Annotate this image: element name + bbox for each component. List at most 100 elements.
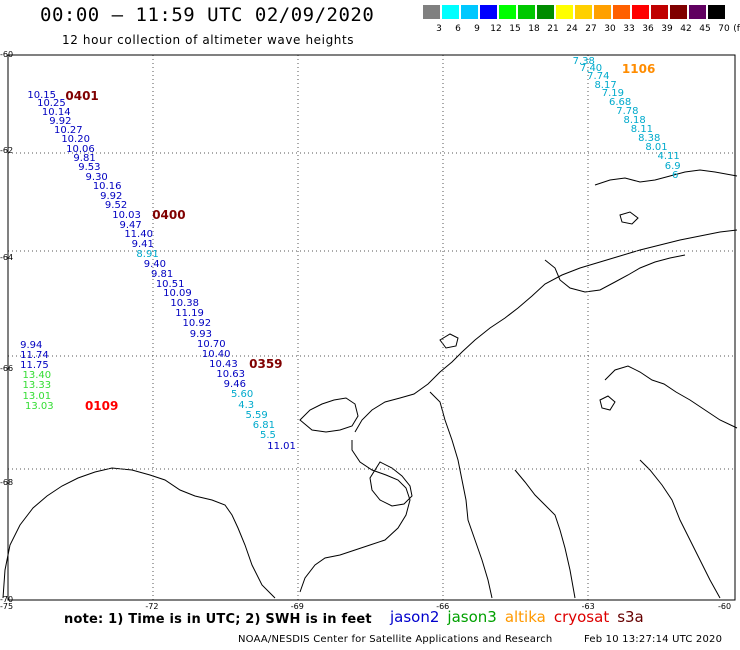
wave-height-value: 10.63 [216,369,246,381]
footer-note: note: 1) Time is in UTC; 2) SWH is in fe… [64,612,372,627]
page-title: 00:00 – 11:59 UTC 02/09/2020 [40,4,375,26]
wave-height-value: 8.11 [630,123,654,135]
wave-height-value: 10.14 [41,107,71,119]
longitude-label: -69 [290,602,304,611]
credit-text: NOAA/NESDIS Center for Satellite Applica… [238,634,553,645]
wave-height-value: 9.41 [131,239,154,251]
pass-time-label: 0109 [84,398,119,413]
wave-height-value: 11.75 [20,360,49,371]
wave-height-value: 11.40 [124,229,153,241]
color-swatch [670,5,687,19]
wave-height-value: 8.17 [594,79,617,91]
wave-height-value: 6.9 [664,160,681,172]
satellite-legend-s3a: s3a [617,608,644,626]
wave-height-value: 10.25 [37,98,66,110]
wave-height-value: 9.81 [150,268,174,280]
latitude-label: -70 [0,595,14,604]
color-swatch [461,5,478,19]
wave-height-value: 10.03 [112,209,141,221]
longitude-label: -66 [436,602,450,611]
wave-height-value: 11.74 [20,349,49,361]
wave-height-value: 7.19 [601,88,624,100]
wave-height-value: 8.91 [136,248,159,260]
wave-height-value: 9.40 [143,258,166,270]
color-scale-label: 39 [661,24,673,34]
color-swatch [575,5,592,19]
color-scale-label: 12 [490,24,502,34]
color-scale-label: 70 [718,24,730,34]
pass-time-label: 0401 [65,88,99,103]
color-swatch [594,5,611,19]
color-swatch [442,5,459,19]
wave-height-value: 11.01 [267,440,296,452]
wave-height-value: 8.18 [623,114,646,126]
wave-height-value: 9.53 [78,162,101,174]
map-frame [7,54,736,601]
wave-height-value: 9.92 [100,190,123,202]
color-scale-label: 9 [474,24,480,34]
color-scale-label: 3 [436,24,442,34]
color-scale-label: 21 [547,24,559,34]
generated-date: Feb 10 13:27:14 UTC 2020 [584,634,723,645]
coastline [2,169,738,599]
color-scale-label: 33 [623,24,635,34]
wave-height-value: 10.51 [155,278,185,290]
graticule [8,55,735,600]
wave-height-value: 11.19 [175,308,204,320]
color-scale-label: 6 [455,24,461,34]
color-swatch [689,5,706,19]
wave-height-value: 8.38 [638,132,661,144]
wave-height-value: 7.78 [616,105,639,117]
wave-height-value: 13.40 [22,370,52,382]
wave-height-value: 7.74 [587,71,610,83]
color-scale-unit: (ft) [733,24,740,34]
pass-time-label: 0400 [152,207,186,222]
wave-height-value: 10.40 [201,348,231,360]
color-scale-label: 27 [585,24,597,34]
color-swatch [480,5,497,19]
longitude-label: -60 [718,602,732,611]
color-scale-label: 24 [566,24,578,34]
latitude-label: -60 [0,50,14,59]
color-scale-label: 30 [604,24,616,34]
color-scale-label: 18 [528,24,540,34]
pass-time-label: 0359 [249,356,283,371]
wave-height-value: 10.20 [61,134,90,146]
longitude-label: -75 [0,602,14,611]
satellite-legend-jason3: jason3 [447,608,497,626]
wave-height-value: 9.94 [20,339,43,351]
color-scale-label: 15 [509,24,521,34]
color-scale-label: 45 [699,24,711,34]
wave-height-value: 5.60 [230,389,254,401]
wave-height-value: 10.16 [92,181,122,193]
wave-height-value: 4.3 [238,399,255,411]
wave-height-value: 9.47 [119,219,142,231]
color-swatch [651,5,668,19]
color-swatch [708,5,725,19]
wave-height-value: 7.40 [579,63,603,75]
wave-height-value: 9.93 [189,328,213,340]
satellite-legend-altika: altika [504,608,546,626]
wave-height-value: 6 [671,170,679,182]
wave-height-value: 10.43 [209,358,238,370]
wave-height-value: 10.15 [27,89,57,101]
wave-height-value: 10.09 [163,288,192,300]
color-scale-label: 36 [642,24,654,34]
wave-height-value: 13.01 [22,390,52,402]
wave-height-value: 6.81 [252,420,276,432]
longitude-label: -72 [145,602,159,611]
wave-height-value: 10.92 [182,318,212,330]
color-swatch [537,5,554,19]
wave-height-value: 13.03 [24,400,54,412]
wave-height-value: 5.59 [245,409,268,421]
wave-height-value: 5.5 [260,430,276,442]
wave-height-value: 6.68 [608,96,632,108]
pass-time-label: 1106 [621,62,656,77]
satellite-legend: jason2 jason3 altika cryosat s3a [390,608,652,626]
longitude-label: -63 [581,602,595,611]
color-scale-label: 42 [680,24,692,34]
latitude-label: -62 [0,145,14,155]
latitude-label: -66 [0,363,14,373]
latitude-label: -68 [0,478,14,488]
